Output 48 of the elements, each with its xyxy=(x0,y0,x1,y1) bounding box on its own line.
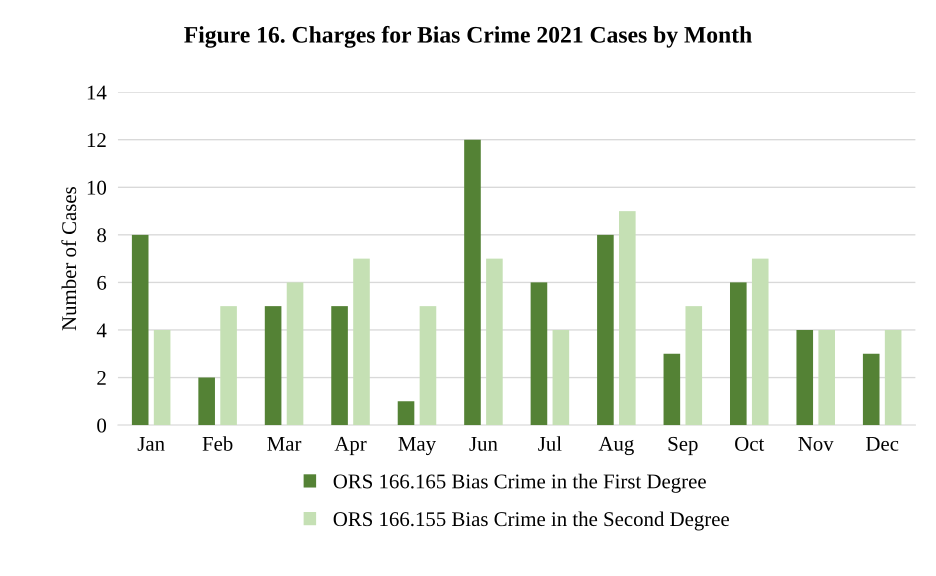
bar xyxy=(552,330,570,426)
bar xyxy=(530,282,548,426)
x-tick-label: Jul xyxy=(538,436,562,451)
bar xyxy=(664,354,680,426)
legend-label: ORS 166.155 Bias Crime in the Second Degree xyxy=(334,512,729,530)
y-tick-label: 6 xyxy=(97,276,106,290)
x-tick-label: Jun xyxy=(469,437,498,451)
bar xyxy=(154,330,170,426)
x-tick-label: Dec xyxy=(866,437,898,451)
x-tick-label: Nov xyxy=(798,437,834,451)
x-tick-label: Apr xyxy=(334,436,367,456)
bar xyxy=(619,211,636,426)
chart-title: Figure 16. Charges for Bias Crime 2021 Cases by Month xyxy=(184,26,752,48)
bar xyxy=(286,282,304,426)
x-tick-label: Aug xyxy=(598,436,634,456)
bar xyxy=(198,378,215,426)
bar xyxy=(331,306,348,426)
bar xyxy=(862,354,880,426)
bar xyxy=(796,330,814,426)
bar xyxy=(818,330,835,426)
bar xyxy=(420,306,436,426)
y-tick-label: 0 xyxy=(97,418,106,433)
bar xyxy=(730,282,747,426)
bar xyxy=(353,258,370,426)
x-tick-label: Mar xyxy=(267,437,302,451)
bar xyxy=(597,234,614,426)
y-tick-label: 14 xyxy=(88,86,106,100)
y-tick-label: 2 xyxy=(97,370,106,385)
bar xyxy=(132,234,149,426)
x-tick-label: Jan xyxy=(138,437,165,451)
bar xyxy=(685,306,702,426)
bar xyxy=(398,401,414,426)
x-tick-label: May xyxy=(398,436,436,456)
x-tick-label: Oct xyxy=(735,436,764,451)
bar xyxy=(220,306,237,426)
bar xyxy=(464,140,481,426)
y-tick-label: 12 xyxy=(88,133,106,147)
bar xyxy=(486,258,503,426)
x-tick-label: Sep xyxy=(668,436,698,456)
bar xyxy=(752,258,769,426)
legend-label: ORS 166.165 Bias Crime in the First Degree xyxy=(334,474,706,493)
x-tick-label: Feb xyxy=(202,436,232,451)
bar xyxy=(264,306,282,426)
y-tick-label: 4 xyxy=(96,323,106,338)
y-tick-label: 8 xyxy=(97,228,106,242)
bar xyxy=(884,330,902,426)
y-tick-label: 10 xyxy=(88,180,106,195)
y-axis-title: Number of Cases xyxy=(61,187,76,330)
